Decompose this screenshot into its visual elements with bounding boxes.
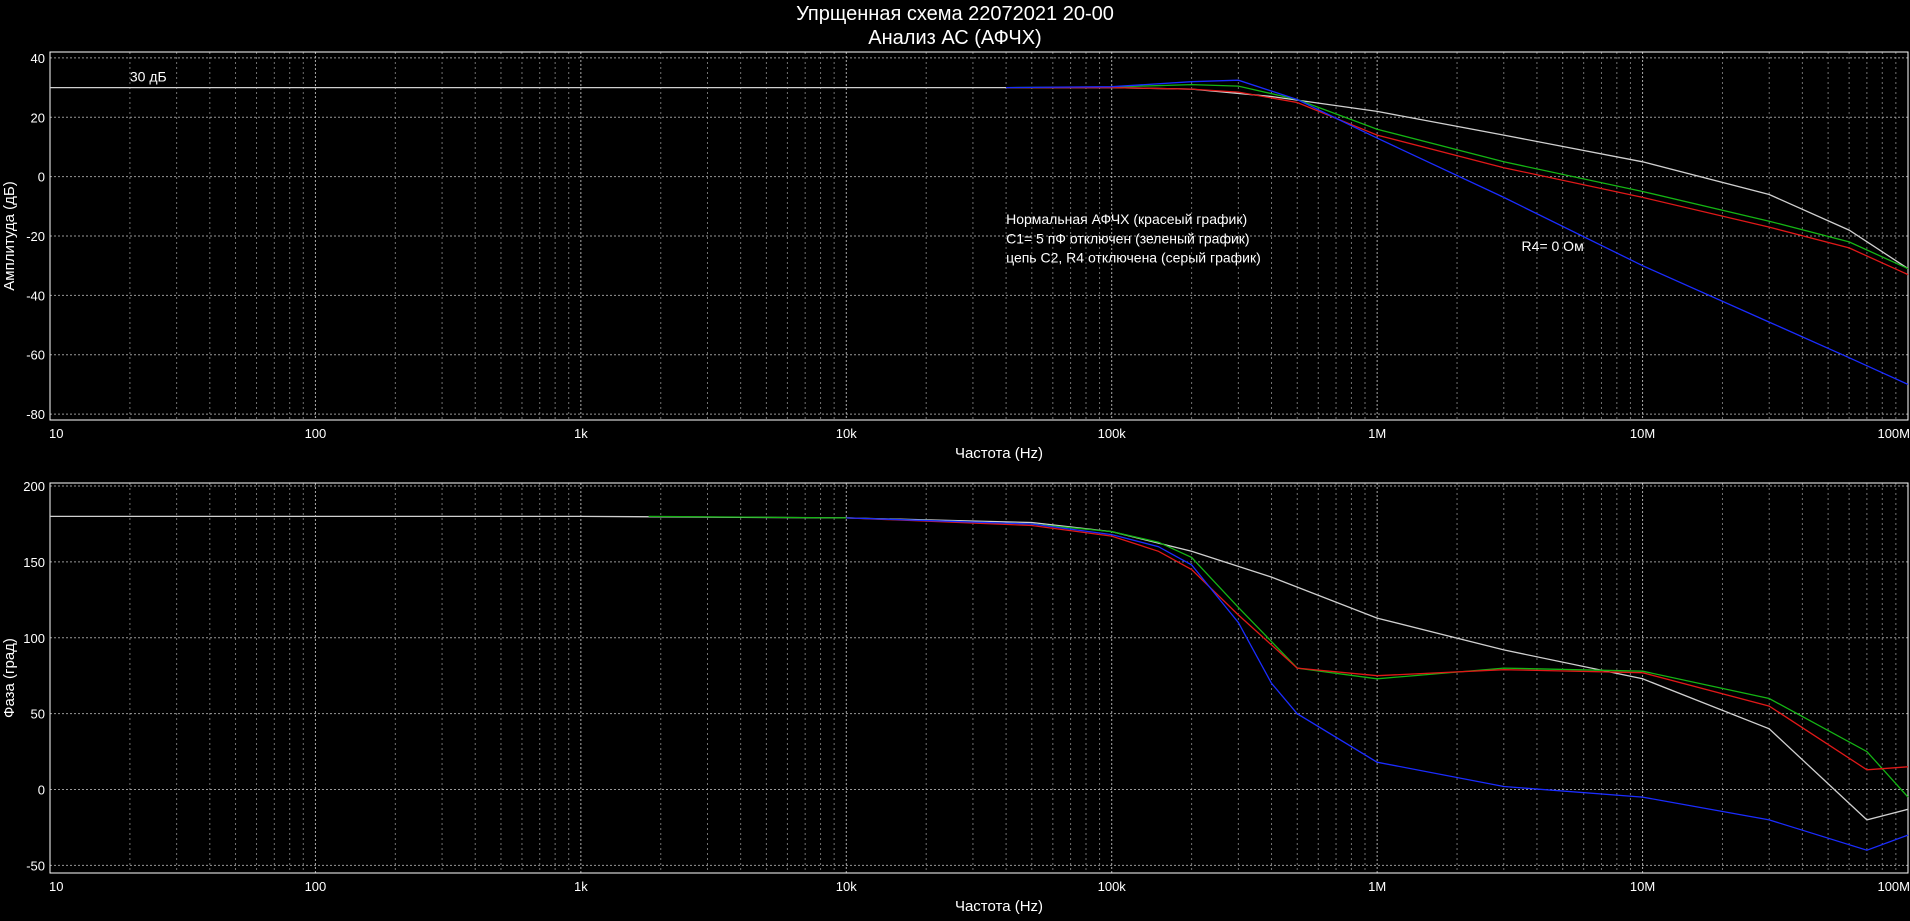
phase-plot: 200 150 100 50 0 -50 10 100 1k 10k 100k 1M 10M 100M Ча… <box>1 479 1910 915</box>
amplitude-annotation: цепь C2, R4 отключена (серый график) <box>1006 250 1261 266</box>
amplitude-x-tick-label: 100k <box>1098 426 1127 441</box>
amplitude-y-axis-label: Амплитуда (дБ) <box>1 181 18 290</box>
phase-x-axis-label: Частота (Hz) <box>955 898 1043 915</box>
amplitude-x-tick-label: 100 <box>305 426 327 441</box>
amplitude-x-axis-label: Частота (Hz) <box>955 445 1043 462</box>
phase-series-green <box>648 515 1909 798</box>
amplitude-annotation: Нормальная АФЧХ (красеый график) <box>1006 211 1247 227</box>
phase-frame <box>49 482 1909 874</box>
phase-y-tick-label: 200 <box>23 479 45 494</box>
phase-x-tick-label: 1M <box>1368 879 1386 894</box>
amplitude-x-tick-label: 100M <box>1877 426 1910 441</box>
phase-x-tick-label: 100M <box>1877 879 1910 894</box>
amplitude-y-tick-label: -80 <box>26 407 45 422</box>
amplitude-plot: 40 20 0 -20 -40 -60 -80 10 100 1k 10k 100k 1M 10M 100M… <box>1 51 1910 462</box>
phase-y-tick-label: 100 <box>23 631 45 646</box>
amplitude-y-tick-label: -20 <box>26 229 45 244</box>
chart-title: Упрщенная схема 22072021 20-00 <box>796 3 1114 25</box>
phase-x-tick-label: 10k <box>836 879 857 894</box>
amplitude-x-tick-label: 10 <box>49 426 63 441</box>
amplitude-annotation: C1= 5 пФ отключен (зеленый график) <box>1006 230 1249 246</box>
amplitude-x-tick-label: 1k <box>574 426 588 441</box>
chart-subtitle: Анализ АС (АФЧХ) <box>868 27 1042 49</box>
amplitude-x-tick-label: 10k <box>836 426 857 441</box>
amplitude-annotation: 30 дБ <box>130 69 167 85</box>
amplitude-x-tick-label: 10M <box>1630 426 1655 441</box>
amplitude-y-tick-label: 40 <box>31 51 45 66</box>
amplitude-y-tick-label: -60 <box>26 348 45 363</box>
phase-x-tick-label: 100 <box>305 879 327 894</box>
phase-series-blue <box>846 517 1909 851</box>
amplitude-series-blue <box>1006 79 1909 385</box>
amplitude-x-tick-label: 1M <box>1368 426 1386 441</box>
phase-x-tick-label: 1k <box>574 879 588 894</box>
phase-y-tick-label: 150 <box>23 555 45 570</box>
phase-y-tick-label: 0 <box>38 783 45 798</box>
phase-x-tick-label: 10M <box>1630 879 1655 894</box>
phase-y-tick-label: 50 <box>31 707 45 722</box>
amplitude-series-red <box>1006 86 1909 276</box>
phase-x-tick-label: 10 <box>49 879 63 894</box>
phase-x-tick-label: 100k <box>1098 879 1127 894</box>
amplitude-series-gray <box>50 86 1909 270</box>
phase-y-axis-label: Фаза (град) <box>1 638 18 718</box>
amplitude-annotation: R4= 0 Ом <box>1522 238 1584 254</box>
amplitude-y-tick-label: 20 <box>31 110 45 125</box>
amplitude-y-tick-label: 0 <box>38 170 45 185</box>
phase-y-tick-label: -50 <box>26 858 45 873</box>
phase-series-red <box>846 517 1909 771</box>
amplitude-y-tick-label: -40 <box>26 288 45 303</box>
amplitude-frame <box>49 51 1909 421</box>
amplitude-series-green <box>1006 83 1909 270</box>
